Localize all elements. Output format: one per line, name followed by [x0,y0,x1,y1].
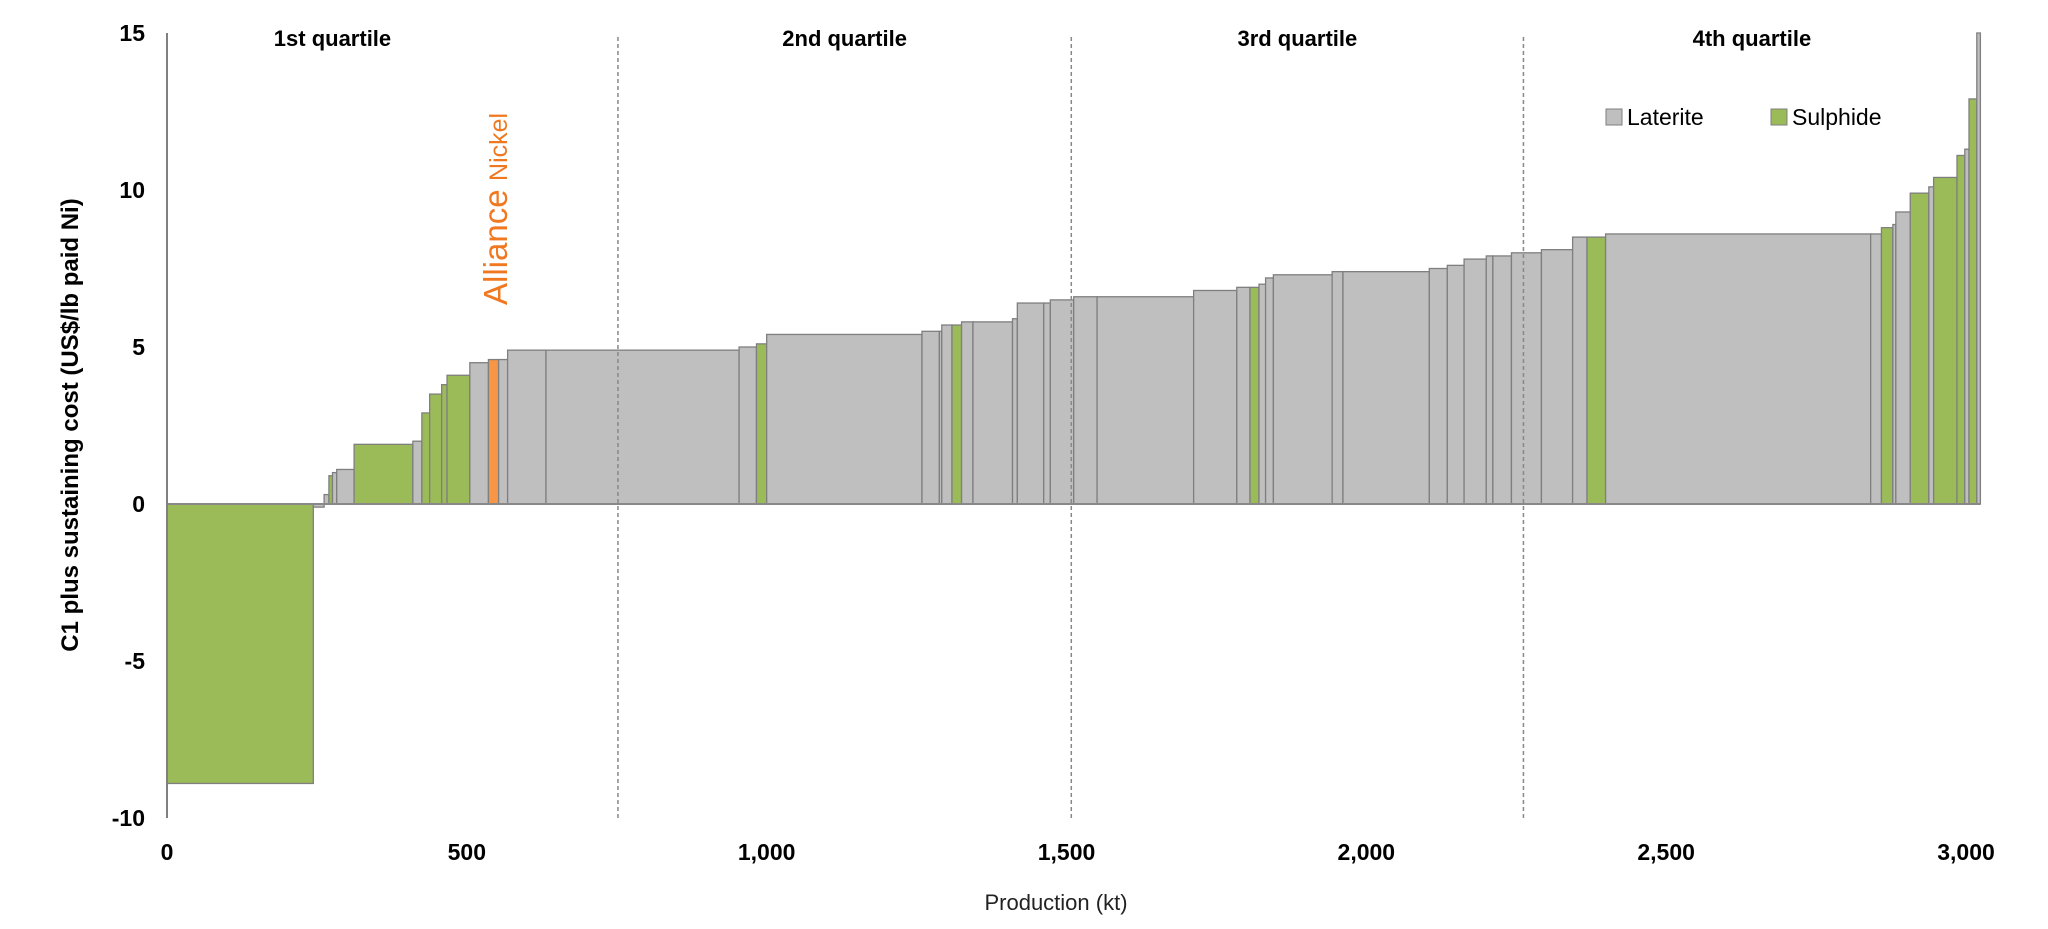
bar-laterite [1258,283,1267,505]
bar-laterite [1540,249,1574,505]
bar-laterite [738,346,758,505]
alliance-nickel-annotation: Alliance Nickel [477,113,514,305]
quartile-label: 3rd quartile [1237,26,1357,51]
y-tick-label: 0 [132,491,145,517]
quartile-label: 2nd quartile [782,26,907,51]
y-axis-label: C1 plus sustaining cost (US$/lb paid Ni) [57,198,84,651]
bar-alliance-nickel [487,358,500,505]
bar-sulphide [755,343,768,505]
legend-label-laterite: Laterite [1627,104,1704,130]
bar-sulphide [1909,192,1930,505]
x-tick-label: 2,500 [1637,839,1695,865]
bar-sulphide [1880,227,1894,505]
bar-sulphide [421,412,431,505]
bar-laterite [506,349,547,505]
bar-laterite [1895,211,1911,505]
bar-laterite [1016,302,1045,505]
bar-laterite [336,468,355,505]
bar-laterite [1342,270,1430,505]
annotation-alliance: Alliance [477,189,514,305]
bars-group [166,32,1982,785]
y-tick-labels: 15 10 5 0 -5 -10 [112,20,145,831]
bar-sulphide [1968,98,1978,505]
bar-laterite [921,330,941,505]
bar-laterite [323,493,330,505]
x-tick-label: 500 [448,839,486,865]
bar-sulphide [429,393,443,505]
bar-laterite [1331,270,1344,505]
bar-laterite [1446,264,1465,505]
bar-laterite [1096,296,1195,505]
bar-laterite [545,349,740,505]
quartile-label: 1st quartile [274,26,391,51]
quartile-label: 4th quartile [1693,26,1812,51]
bar-laterite [972,321,1014,505]
y-tick-label: -5 [125,648,146,674]
bar-laterite [1236,286,1251,505]
bar-laterite [1073,296,1098,505]
bar-laterite [1049,299,1075,505]
bar-laterite [1604,233,1872,505]
x-tick-label: 1,500 [1038,839,1096,865]
bar-laterite [1463,258,1487,505]
x-tick-label: 2,000 [1338,839,1396,865]
bar-sulphide [353,443,414,505]
bar-laterite [1011,318,1018,505]
legend-swatch-sulphide [1770,108,1788,126]
bar-sulphide [1956,154,1966,505]
x-axis-label: Production (kt) [984,890,1127,915]
x-tick-label: 3,000 [1937,839,1995,865]
bar-sulphide [951,324,963,505]
y-tick-label: -10 [112,805,145,831]
legend-swatch-laterite [1605,108,1623,126]
bar-laterite [941,324,953,505]
bar-laterite [766,333,923,505]
bar-laterite [1492,255,1513,505]
y-tick-label: 5 [132,334,145,360]
quartile-labels: 1st quartile 2nd quartile 3rd quartile 4th … [274,26,1811,51]
bar-laterite [469,362,490,505]
bar-sulphide [166,503,314,785]
legend-label-sulphide: Sulphide [1792,104,1882,130]
bar-laterite [1043,302,1051,505]
bar-laterite [1272,274,1333,505]
bar-laterite [1976,32,1982,505]
bar-laterite [1485,255,1494,505]
x-tick-label: 0 [161,839,174,865]
y-tick-label: 10 [119,177,145,203]
bar-sulphide [440,384,448,505]
bar-laterite [1510,252,1543,505]
annotation-nickel: Nickel [485,113,513,181]
x-tick-labels: 0 500 1,000 1,500 2,000 2,500 3,000 [161,839,1995,865]
bar-laterite [1192,289,1238,505]
bar-laterite [1264,277,1275,505]
bar-sulphide [1932,176,1958,505]
y-tick-label: 15 [119,20,145,46]
legend: Laterite Sulphide [1605,104,1882,130]
bar-laterite [1928,186,1935,505]
bar-laterite [412,440,423,505]
x-tick-label: 1,000 [738,839,796,865]
bar-sulphide [446,374,471,505]
bar-laterite [1571,236,1588,505]
bar-laterite [1428,267,1448,505]
bar-laterite [497,358,509,505]
bar-sulphide [1249,286,1260,505]
bar-laterite [1870,233,1883,505]
bar-sulphide [1586,236,1607,505]
bar-laterite [960,321,974,505]
